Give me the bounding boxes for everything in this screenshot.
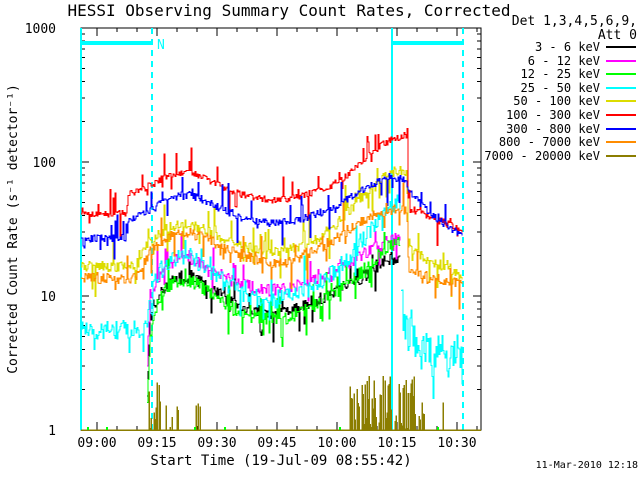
legend-label-25-50kev: 25 - 50 keV — [521, 81, 600, 95]
plot-border — [80, 27, 482, 431]
legend-label-300-800kev: 300 - 800 keV — [506, 122, 600, 136]
x-axis-title: Start Time (19-Jul-09 08:55:42) — [150, 453, 411, 469]
series-line-12-25-kev — [147, 232, 401, 404]
x-tick-0945: 09:45 — [257, 436, 296, 451]
series-line-100-300-kev — [81, 128, 463, 246]
legend-header-detectors: Det 1,3,4,5,6,9, — [512, 14, 637, 29]
series-line-800-7000-kev — [81, 182, 463, 310]
legend-label-50-100kev: 50 - 100 keV — [513, 94, 600, 108]
y-tick-1000: 1000 — [25, 22, 56, 37]
chart-title: HESSI Observing Summary Count Rates, Cor… — [67, 1, 510, 20]
legend-label-800-7000kev: 800 - 7000 keV — [499, 135, 600, 149]
legend-header-attenuator: Att 0 — [598, 28, 637, 43]
y-tick-1: 1 — [48, 424, 56, 439]
axis-ticks — [81, 27, 481, 431]
night-flag-label: N — [157, 38, 165, 53]
series-line-7000-20000-kev — [148, 376, 444, 430]
series-line-300-800-kev — [81, 173, 463, 260]
x-tick-0930: 09:30 — [197, 436, 236, 451]
x-tick-0900: 09:00 — [77, 436, 116, 451]
series-line-50-100-kev — [81, 165, 463, 298]
series-line-25-50-kev — [401, 289, 463, 399]
legend-label-3-6kev: 3 - 6 keV — [535, 40, 600, 54]
y-tick-10: 10 — [40, 290, 56, 305]
legend-label-12-25kev: 12 - 25 keV — [521, 67, 600, 81]
legend-label-7000-20000kev: 7000 - 20000 keV — [484, 149, 600, 163]
x-tick-1015: 10:15 — [377, 436, 416, 451]
legend-label-6-12kev: 6 - 12 keV — [528, 54, 600, 68]
x-tick-1030: 10:30 — [437, 436, 476, 451]
legend: Det 1,3,4,5,6,9, Att 0 3 - 6 keV 6 - 12 … — [484, 14, 637, 163]
y-tick-100: 100 — [33, 156, 56, 171]
legend-label-100-300kev: 100 - 300 keV — [506, 108, 600, 122]
creation-timestamp: 11-Mar-2010 12:18 — [536, 460, 638, 471]
x-tick-0915: 09:15 — [137, 436, 176, 451]
x-tick-1000: 10:00 — [317, 436, 356, 451]
green-axis-marks — [87, 427, 439, 430]
y-axis-title: Corrected Count Rate (s⁻¹ detector⁻¹) — [6, 84, 21, 374]
series-line-25-50-kev — [81, 194, 401, 354]
